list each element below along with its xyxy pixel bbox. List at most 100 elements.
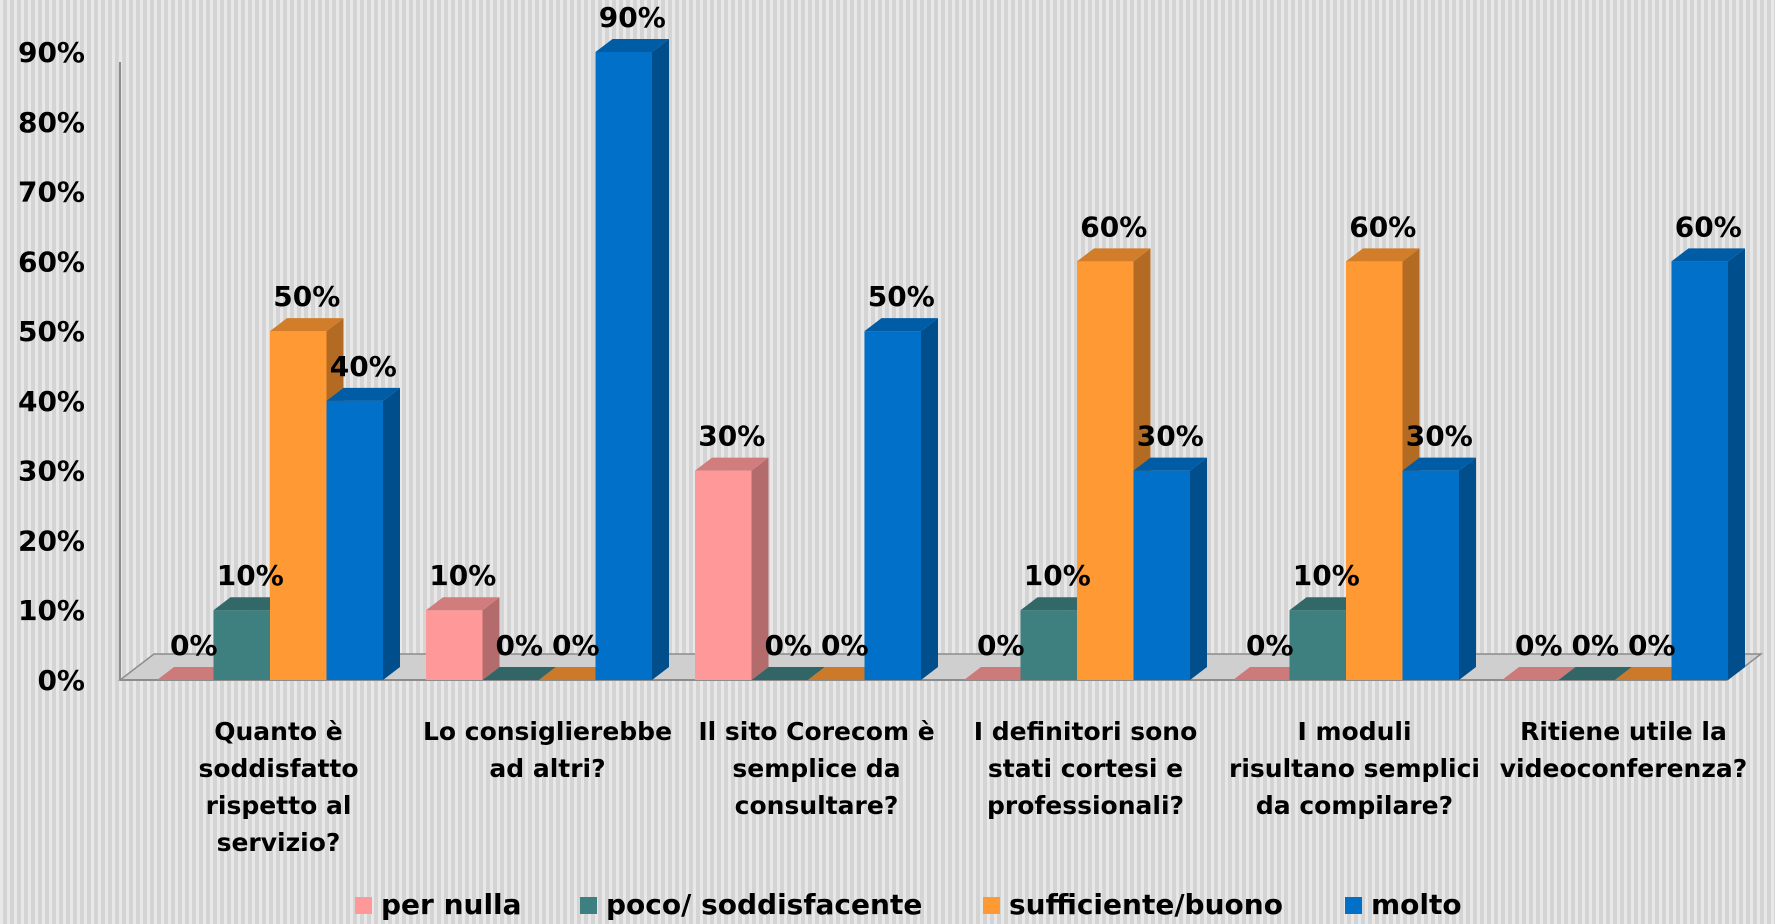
bar-4-3 [1402, 457, 1476, 680]
bar-top [270, 318, 344, 332]
bar-top [595, 39, 669, 52]
category-label: ad altri? [489, 754, 605, 783]
bar-5-3 [1671, 248, 1745, 681]
data-label: 40% [330, 350, 397, 383]
category-label: risultano semplici [1229, 754, 1480, 783]
data-label: 0% [977, 629, 1025, 662]
bar-0-3 [326, 387, 400, 680]
bar-top [808, 667, 882, 680]
bar-side [482, 597, 500, 680]
data-label: 30% [698, 420, 765, 453]
y-tick-label: 20% [18, 524, 85, 557]
legend: per nulla poco/ soddisfacente sufficiente/… [355, 888, 1462, 921]
y-tick-label: 80% [18, 106, 85, 139]
bar-top [964, 667, 1038, 680]
bar-front [864, 331, 921, 680]
bar-front [1671, 261, 1728, 680]
category-label: I moduli [1297, 717, 1411, 746]
y-tick-label: 0% [37, 664, 85, 697]
bar-side [383, 387, 400, 680]
data-label: 0% [1628, 629, 1676, 662]
bar-side [652, 39, 669, 680]
data-label: 30% [1406, 420, 1473, 453]
data-label: 60% [1349, 210, 1416, 243]
y-tick-label: 70% [18, 176, 85, 209]
bar-front [1289, 610, 1346, 680]
bar-top [1615, 667, 1689, 680]
data-label: 0% [495, 629, 543, 662]
legend-swatch [983, 897, 1000, 914]
data-label: 0% [1515, 629, 1563, 662]
y-tick-label: 10% [18, 594, 85, 627]
bar-front [326, 400, 383, 680]
legend-label: poco/ soddisfacente [606, 888, 922, 921]
bar-2-3 [864, 318, 938, 680]
data-label: 10% [1293, 559, 1360, 592]
data-label: 0% [552, 629, 600, 662]
legend-swatch [1345, 897, 1362, 914]
bar-front [1402, 470, 1459, 680]
bar-top [326, 387, 400, 401]
bar-top [1233, 667, 1307, 680]
bar-3-3 [1133, 457, 1207, 680]
legend-item: per nulla [355, 888, 522, 921]
bar-top [751, 667, 825, 680]
data-label: 60% [1080, 210, 1147, 243]
bar-2-0 [695, 457, 769, 680]
bar-top [695, 457, 769, 471]
category-label: servizio? [217, 828, 341, 857]
data-label: 0% [170, 629, 218, 662]
bar-front [595, 52, 652, 680]
bar-side [1190, 457, 1207, 680]
category-label: semplice da [732, 754, 900, 783]
legend-label: per nulla [381, 888, 522, 921]
legend-label: sufficiente/buono [1009, 888, 1283, 921]
bar-front [695, 470, 752, 680]
category-label: Il sito Corecom è [698, 717, 934, 746]
bar-5-1 [1558, 667, 1632, 680]
bar-5-2 [1615, 667, 1689, 680]
bar-top [157, 667, 231, 680]
category-label: stati cortesi e [988, 754, 1183, 783]
data-label: 10% [429, 559, 496, 592]
bar-front [1077, 261, 1134, 680]
bar-top [1558, 667, 1632, 680]
data-label: 50% [868, 280, 935, 313]
bar-top [1402, 457, 1476, 471]
data-label: 0% [821, 629, 869, 662]
bar-top [539, 667, 613, 680]
category-label: Lo consiglierebbe [423, 717, 672, 746]
bar-top [864, 318, 938, 332]
category-label: consultare? [735, 791, 899, 820]
bar-2-1 [751, 667, 825, 680]
bar-top [1020, 597, 1094, 611]
bar-side [1728, 248, 1745, 681]
y-axis: 0% 10% 20% 30% 40% 50% 60% 70% 80% 90% [18, 36, 121, 697]
y-tick-label: 40% [18, 385, 85, 418]
bar-1-1 [482, 667, 556, 680]
bar-top [1077, 248, 1151, 262]
data-label: 30% [1137, 420, 1204, 453]
bar-top [1133, 457, 1207, 471]
bar-1-0 [426, 597, 500, 680]
y-tick-label: 60% [18, 245, 85, 278]
bar-front [426, 610, 483, 680]
bar-4-0 [1233, 667, 1307, 680]
bar-front [1020, 610, 1077, 680]
category-label: da compilare? [1256, 791, 1453, 820]
data-label: 10% [217, 559, 284, 592]
bar-front [270, 331, 327, 680]
legend-item: poco/ soddisfacente [580, 888, 922, 921]
data-labels: 0%10%50%40%10%0% 0%90%30%0% 0%50%0%10%60%3… [170, 1, 1742, 662]
bar-top [482, 667, 556, 680]
bars [157, 39, 1745, 681]
bar-front [1346, 261, 1403, 680]
bar-1-2 [539, 667, 613, 680]
data-label: 0% [1246, 629, 1294, 662]
bar-1-3 [595, 39, 669, 680]
bar-top [1346, 248, 1420, 262]
category-label: videoconferenza? [1500, 754, 1748, 783]
y-tick-label: 30% [18, 455, 85, 488]
data-label: 90% [599, 1, 666, 34]
